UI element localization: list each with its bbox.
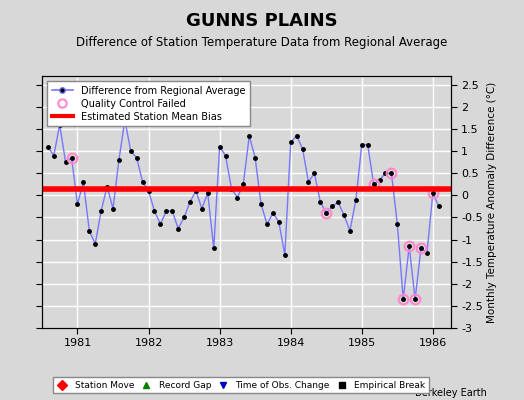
Text: Difference of Station Temperature Data from Regional Average: Difference of Station Temperature Data f… [77, 36, 447, 49]
Text: Berkeley Earth: Berkeley Earth [416, 388, 487, 398]
Y-axis label: Monthly Temperature Anomaly Difference (°C): Monthly Temperature Anomaly Difference (… [487, 81, 497, 323]
Legend: Difference from Regional Average, Quality Control Failed, Estimated Station Mean: Difference from Regional Average, Qualit… [47, 81, 250, 126]
Legend: Station Move, Record Gap, Time of Obs. Change, Empirical Break: Station Move, Record Gap, Time of Obs. C… [53, 377, 429, 394]
Text: GUNNS PLAINS: GUNNS PLAINS [186, 12, 338, 30]
